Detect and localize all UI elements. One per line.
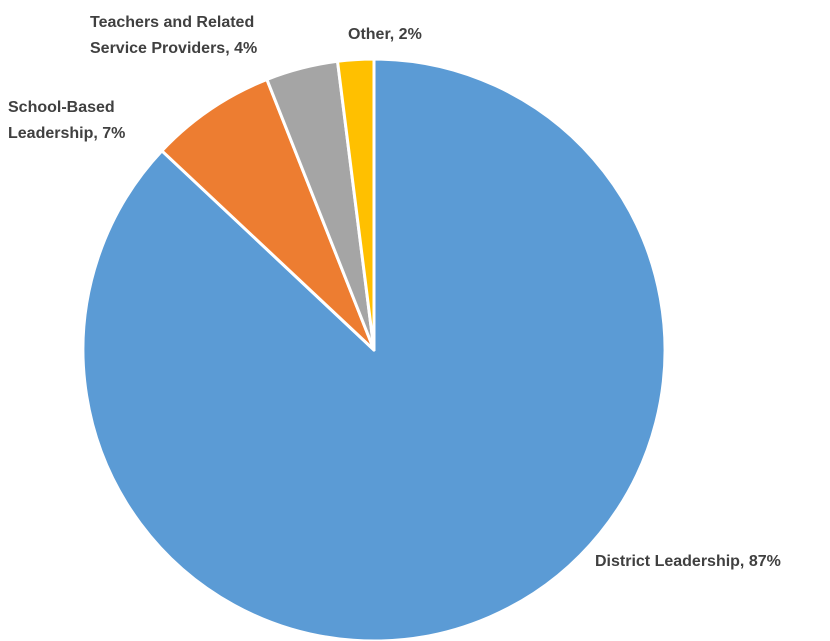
slice-label-line: Teachers and Related — [90, 14, 254, 31]
pie-slices — [81, 57, 667, 641]
pie-slice-2 — [160, 77, 376, 352]
pie-slice-4 — [336, 57, 376, 352]
slice-label-4: Other, 2% — [348, 26, 422, 43]
slice-label-line: Other, 2% — [348, 26, 422, 43]
slice-label-line: School-Based — [8, 99, 115, 116]
slice-label-1: District Leadership, 87% — [595, 553, 781, 570]
slice-labels: District Leadership, 87% School-Based Lead… — [8, 14, 781, 570]
slice-label-line: Service Providers, 4% — [90, 40, 257, 57]
slice-label-line: District Leadership, 87% — [595, 553, 781, 570]
slice-label-3: Teachers and Related Service Providers, 4… — [90, 14, 257, 57]
slice-label-2: School-Based Leadership, 7% — [8, 99, 125, 142]
slice-label-line: Leadership, 7% — [8, 125, 125, 142]
